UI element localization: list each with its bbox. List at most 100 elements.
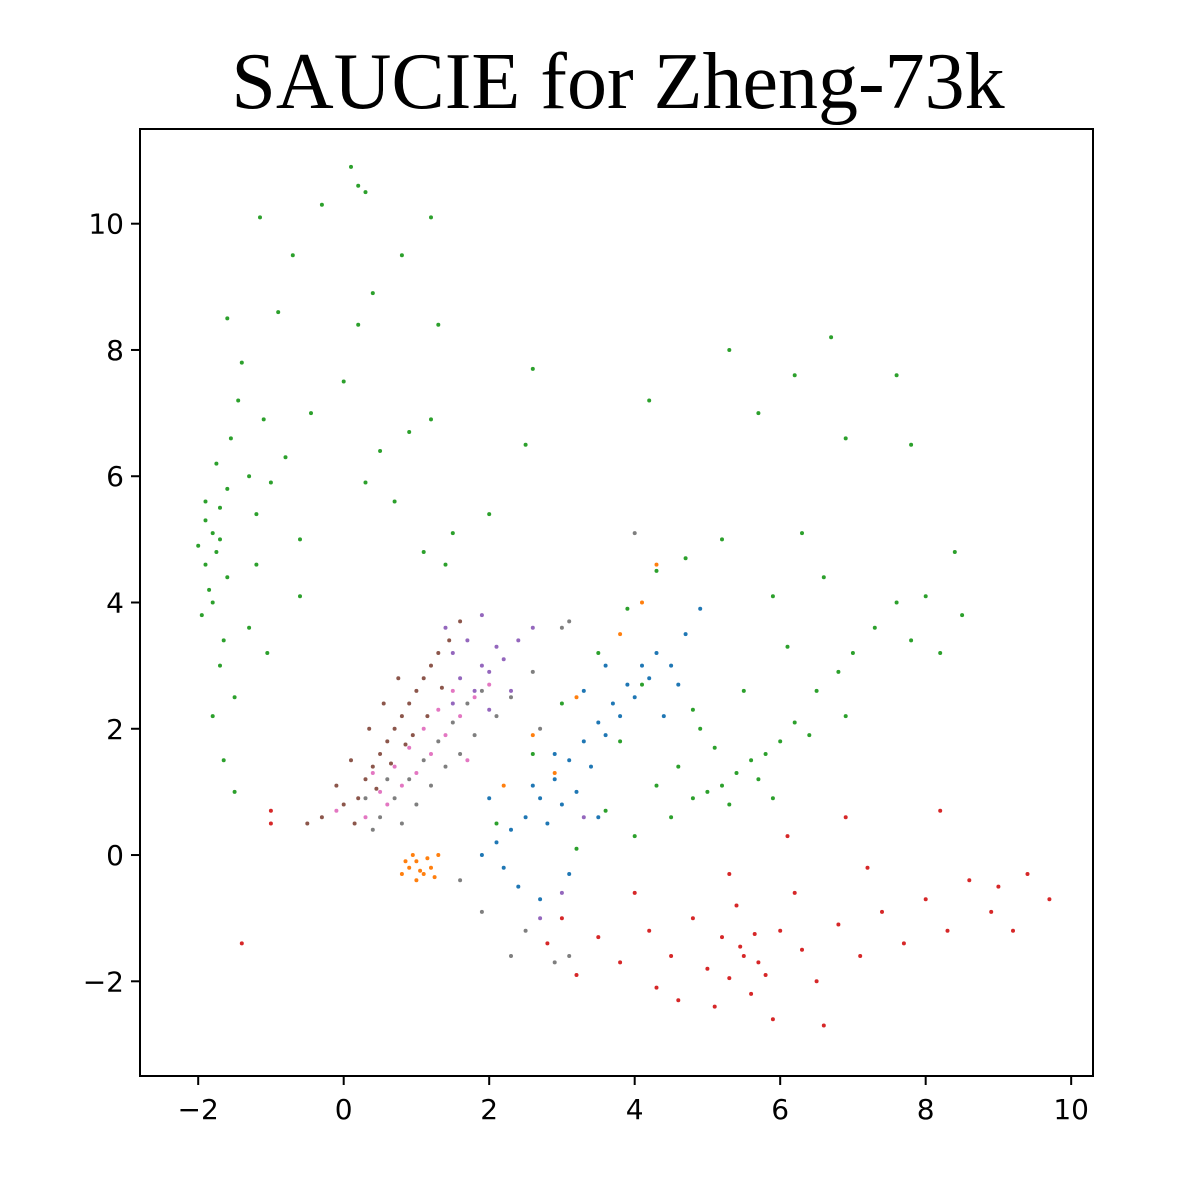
data-point [610,701,615,706]
data-point [479,909,484,914]
data-point [596,651,601,655]
data-point [625,606,630,611]
data-point [367,726,372,731]
data-point [458,676,463,681]
data-point [574,695,579,700]
data-point [749,991,754,996]
data-point [370,827,375,832]
data-point [581,815,586,820]
data-point [487,512,492,517]
data-point [421,872,426,876]
data-point [407,865,412,870]
data-point [429,663,433,668]
data-point [254,512,259,517]
data-point [247,625,252,630]
data-point [741,954,746,958]
data-point [501,865,506,870]
data-point [683,632,688,637]
data-point [407,777,412,782]
data-point [334,783,339,788]
data-point [472,733,477,738]
data-point [450,720,455,725]
data-point [501,783,506,788]
data-point [938,651,943,655]
data-point [698,606,703,611]
data-point [909,638,914,643]
data-point [450,531,455,536]
data-point [494,821,499,826]
data-point [349,758,353,763]
data-point [298,594,302,599]
data-point [567,619,572,624]
data-point [429,417,433,422]
data-point [574,846,579,851]
data-point [785,834,790,839]
y-tick-label: 8 [106,334,124,367]
data-point [581,688,586,693]
data-point [319,815,324,820]
data-point [770,796,775,801]
data-point [258,215,262,220]
data-point [632,890,637,895]
data-point [232,789,237,794]
data-point [727,976,732,981]
data-point [210,600,215,605]
data-point [778,739,783,744]
data-point [370,764,375,769]
data-point [443,764,448,769]
data-point [458,714,463,719]
data-point [239,941,244,946]
data-point [228,436,233,441]
data-point [436,739,441,744]
plot-area-frame [139,128,1094,1077]
data-point [465,758,470,763]
data-point [752,932,757,936]
x-axis: −2 0 2 4 6 8 10 [178,1076,1089,1126]
data-point [363,480,368,485]
data-point [349,164,353,169]
data-point [661,714,666,719]
data-point [858,954,863,958]
data-point [552,777,557,782]
data-point [225,316,230,321]
data-point [967,878,972,883]
data-point [447,638,452,643]
data-point [530,733,535,738]
data-point [552,960,557,965]
data-point [399,783,404,788]
data-point [385,739,390,744]
data-point [727,348,732,352]
data-point [389,761,393,766]
data-point [938,808,943,813]
data-point [640,663,644,668]
data-point [756,960,761,965]
data-point [647,398,652,403]
data-point [829,335,834,340]
data-point [399,821,404,826]
data-point [712,745,717,750]
x-tick-label: 8 [917,1093,935,1126]
data-point [458,878,463,883]
data-point [960,613,965,618]
data-point [843,714,848,719]
data-point [559,890,564,895]
data-point [632,695,637,700]
y-tick-label: 10 [88,208,124,241]
data-point [923,594,928,599]
series-4 [479,606,703,902]
data-point [203,562,208,567]
data-point [690,796,695,801]
data-point [341,379,346,384]
data-point [640,682,644,687]
x-tick-label: 2 [480,1093,498,1126]
data-point [370,771,375,775]
data-point [509,827,513,832]
data-point [232,695,237,700]
data-point [567,872,572,876]
data-point [494,644,499,649]
data-point [559,916,564,921]
data-point [494,840,499,845]
data-point [654,985,659,990]
data-point [705,789,710,794]
